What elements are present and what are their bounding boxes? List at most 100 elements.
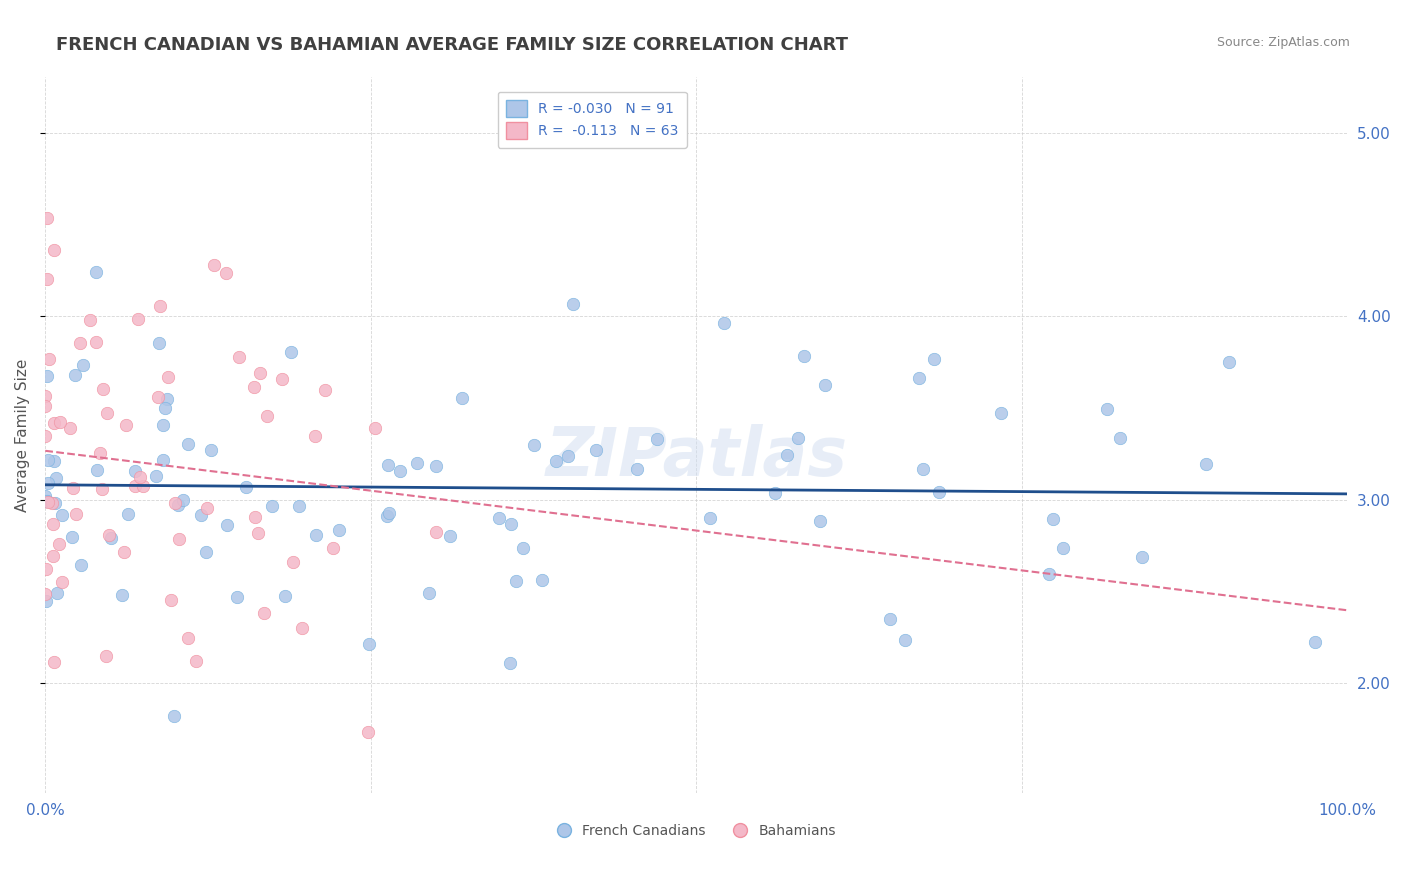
- Point: [79, 313, 101, 327]
- Point: [585, 442, 607, 457]
- Point: [195, 545, 218, 559]
- Point: [38, 352, 60, 367]
- Point: [305, 528, 328, 542]
- Point: [44, 416, 66, 430]
- Point: [1305, 634, 1327, 648]
- Point: [132, 479, 155, 493]
- Point: [256, 409, 278, 423]
- Point: [34, 429, 56, 443]
- Point: [377, 458, 399, 473]
- Point: [167, 532, 190, 546]
- Point: [44, 496, 66, 510]
- Point: [96, 406, 118, 420]
- Point: [186, 655, 208, 669]
- Point: [388, 464, 411, 478]
- Point: [557, 449, 579, 463]
- Point: [37, 271, 59, 285]
- Point: [922, 351, 945, 366]
- Point: [531, 573, 554, 587]
- Point: [439, 529, 461, 543]
- Point: [41, 496, 63, 510]
- Point: [626, 461, 648, 475]
- Point: [808, 514, 831, 528]
- Point: [418, 585, 440, 599]
- Point: [157, 369, 180, 384]
- Point: [190, 508, 212, 522]
- Point: [425, 458, 447, 473]
- Point: [42, 549, 65, 563]
- Point: [86, 265, 108, 279]
- Point: [37, 494, 59, 508]
- Point: [117, 507, 139, 521]
- Point: [51, 574, 73, 589]
- Point: [793, 349, 815, 363]
- Point: [94, 648, 117, 663]
- Point: [357, 637, 380, 651]
- Text: FRENCH CANADIAN VS BAHAMIAN AVERAGE FAMILY SIZE CORRELATION CHART: FRENCH CANADIAN VS BAHAMIAN AVERAGE FAMI…: [56, 36, 848, 54]
- Point: [152, 418, 174, 433]
- Point: [304, 429, 326, 443]
- Point: [49, 415, 72, 429]
- Point: [242, 380, 264, 394]
- Point: [115, 417, 138, 432]
- Point: [90, 482, 112, 496]
- Point: [42, 454, 65, 468]
- Point: [167, 498, 190, 512]
- Point: [195, 501, 218, 516]
- Point: [499, 656, 522, 670]
- Point: [59, 421, 82, 435]
- Point: [202, 259, 225, 273]
- Point: [291, 621, 314, 635]
- Point: [72, 358, 94, 372]
- Point: [153, 401, 176, 415]
- Point: [97, 527, 120, 541]
- Point: [45, 471, 67, 485]
- Point: [908, 370, 931, 384]
- Point: [377, 506, 399, 520]
- Point: [124, 464, 146, 478]
- Point: [37, 495, 59, 509]
- Y-axis label: Average Family Size: Average Family Size: [15, 359, 30, 512]
- Point: [35, 594, 58, 608]
- Point: [499, 517, 522, 532]
- Point: [145, 469, 167, 483]
- Point: [124, 479, 146, 493]
- Point: [129, 470, 152, 484]
- Point: [177, 632, 200, 646]
- Point: [1042, 512, 1064, 526]
- Point: [322, 541, 344, 556]
- Point: [86, 463, 108, 477]
- Point: [146, 390, 169, 404]
- Point: [37, 476, 59, 491]
- Point: [34, 389, 56, 403]
- Point: [34, 399, 56, 413]
- Point: [713, 316, 735, 330]
- Point: [42, 655, 65, 669]
- Point: [645, 433, 668, 447]
- Point: [894, 633, 917, 648]
- Point: [253, 606, 276, 620]
- Text: ZIPatlas: ZIPatlas: [546, 424, 848, 490]
- Point: [51, 508, 73, 523]
- Point: [62, 481, 84, 495]
- Point: [450, 391, 472, 405]
- Point: [228, 350, 250, 364]
- Point: [1052, 541, 1074, 556]
- Point: [1095, 402, 1118, 417]
- Point: [928, 485, 950, 500]
- Point: [1038, 567, 1060, 582]
- Point: [84, 334, 107, 349]
- Point: [1109, 431, 1132, 445]
- Point: [60, 530, 83, 544]
- Point: [226, 590, 249, 604]
- Point: [776, 448, 799, 462]
- Point: [814, 378, 837, 392]
- Point: [249, 366, 271, 380]
- Point: [357, 725, 380, 739]
- Point: [112, 544, 135, 558]
- Point: [149, 299, 172, 313]
- Point: [172, 493, 194, 508]
- Point: [65, 507, 87, 521]
- Point: [163, 709, 186, 723]
- Point: [34, 587, 56, 601]
